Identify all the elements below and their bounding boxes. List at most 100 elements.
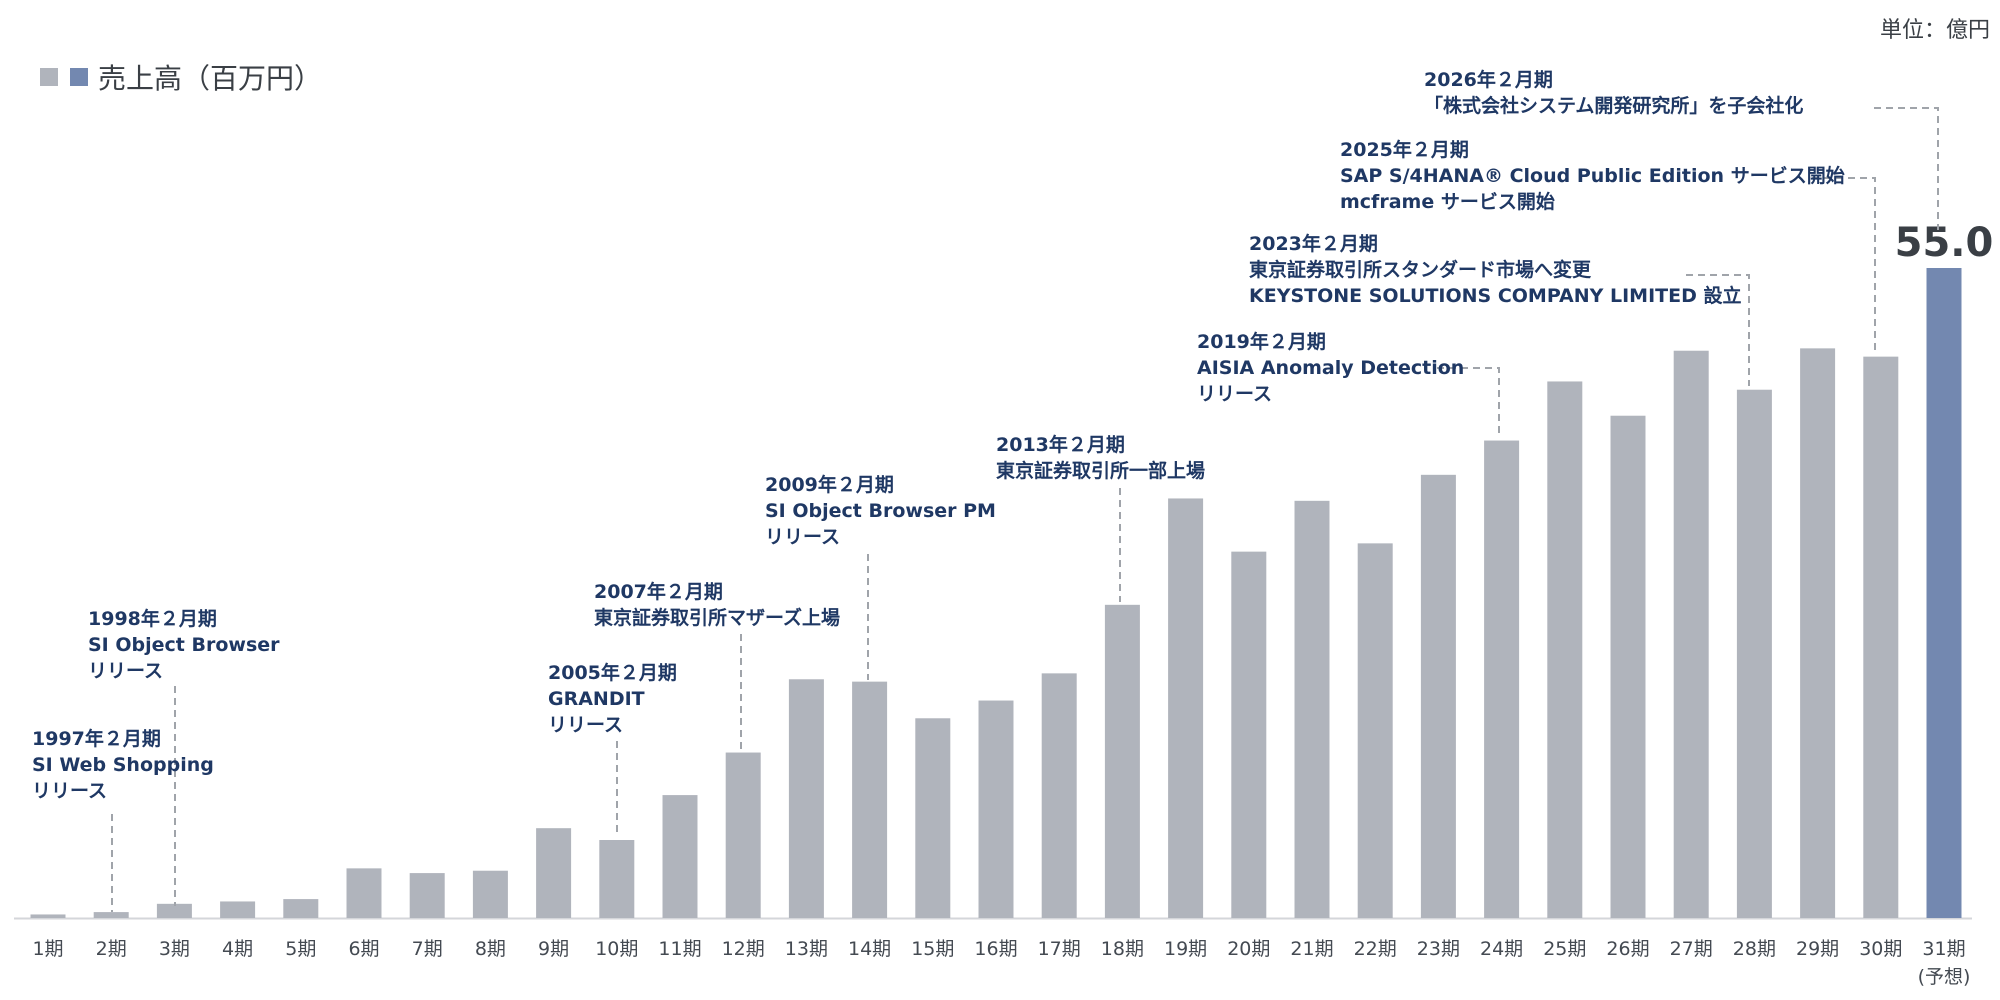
annotation-1997年２月期: 1997年２月期 xyxy=(32,727,161,750)
bar-1期 xyxy=(30,914,66,918)
bar-7期 xyxy=(409,873,445,918)
annotation-2013年２月期: 東京証券取引所一部上場 xyxy=(996,459,1205,482)
bar-19期 xyxy=(1168,498,1204,918)
x-tick-label: 16期 xyxy=(974,938,1017,960)
x-tick-label: 21期 xyxy=(1290,938,1333,960)
x-tick-label: 17期 xyxy=(1038,938,1081,960)
annotation-2007年２月期: 東京証券取引所マザーズ上場 xyxy=(594,606,840,629)
bar-14期 xyxy=(852,681,888,918)
annotation-2005年２月期: 2005年２月期 xyxy=(548,661,677,684)
x-tick-label: 13期 xyxy=(785,938,828,960)
x-tick-label: 26期 xyxy=(1606,938,1649,960)
bar-10期 xyxy=(599,840,635,918)
bar-23期 xyxy=(1420,474,1456,918)
annotation-leader-line xyxy=(1437,367,1500,436)
x-tick-label: 25期 xyxy=(1543,938,1586,960)
x-tick-label: 19期 xyxy=(1164,938,1207,960)
x-tick-label: 20期 xyxy=(1227,938,1270,960)
bar-26期 xyxy=(1610,415,1646,918)
annotation-2005年２月期: GRANDIT xyxy=(548,688,645,710)
bar-21期 xyxy=(1294,500,1330,918)
bar-16期 xyxy=(978,700,1014,918)
x-tick-label: 2期 xyxy=(96,938,127,960)
x-tick-label: 24期 xyxy=(1480,938,1523,960)
annotation-2005年２月期: リリース xyxy=(548,714,623,736)
x-tick-label: 3期 xyxy=(159,938,190,960)
x-tick-label: 6期 xyxy=(348,938,379,960)
bar-31期 xyxy=(1926,268,1962,918)
x-tick-label: 18期 xyxy=(1101,938,1144,960)
annotation-1997年２月期: リリース xyxy=(32,780,107,802)
bar-18期 xyxy=(1104,604,1140,918)
unit-label: 単位：億円 xyxy=(1880,18,1990,43)
legend-swatch-actual xyxy=(40,68,58,86)
annotation-1998年２月期: リリース xyxy=(88,660,163,682)
bar-30期 xyxy=(1863,356,1899,918)
bar-15期 xyxy=(915,718,951,918)
x-tick-label: 10期 xyxy=(595,938,638,960)
x-tick-label: 11期 xyxy=(658,938,701,960)
bar-4期 xyxy=(220,901,256,918)
bar-9期 xyxy=(536,828,572,918)
x-tick-label: 29期 xyxy=(1796,938,1839,960)
forecast-value-label: 55.0 xyxy=(1895,220,1994,266)
bar-6期 xyxy=(346,868,382,918)
annotation-2026年２月期: 「株式会社システム開発研究所」を子会社化 xyxy=(1424,94,1803,117)
x-tick-label: 5期 xyxy=(285,938,316,960)
x-tick-label: 9期 xyxy=(538,938,569,960)
annotation-leader-line xyxy=(1812,177,1876,354)
legend-label: 売上高（百万円） xyxy=(98,62,322,95)
x-tick-label: 8期 xyxy=(475,938,506,960)
annotation-2025年２月期: SAP S/4HANA® Cloud Public Edition サービス開始 xyxy=(1340,164,1845,187)
bar-29期 xyxy=(1800,348,1836,918)
bar-8期 xyxy=(472,870,508,918)
annotation-2019年２月期: AISIA Anomaly Detection xyxy=(1197,357,1464,379)
bar-3期 xyxy=(156,903,192,918)
annotation-2013年２月期: 2013年２月期 xyxy=(996,433,1125,456)
bar-17期 xyxy=(1041,673,1077,918)
x-tick-label: 12期 xyxy=(722,938,765,960)
bar-27期 xyxy=(1673,350,1709,918)
x-tick-label: 23期 xyxy=(1417,938,1460,960)
annotation-2009年２月期: リリース xyxy=(765,526,840,548)
annotation-2007年２月期: 2007年２月期 xyxy=(594,580,723,603)
x-tick-label: 15期 xyxy=(911,938,954,960)
x-tick-label: 22期 xyxy=(1354,938,1397,960)
annotation-2025年２月期: mcframe サービス開始 xyxy=(1340,190,1555,213)
bar-22期 xyxy=(1357,543,1393,918)
x-tick-label: 1期 xyxy=(32,938,63,960)
bar-12期 xyxy=(725,752,761,918)
bar-11期 xyxy=(662,795,698,918)
legend-swatch-forecast xyxy=(70,68,88,86)
annotation-1998年２月期: 1998年２月期 xyxy=(88,607,217,630)
annotation-2025年２月期: 2025年２月期 xyxy=(1340,138,1469,161)
x-tick-label: 31期 xyxy=(1922,938,1965,960)
bar-5期 xyxy=(283,899,319,918)
x-tick-label: 7期 xyxy=(412,938,443,960)
bar-25期 xyxy=(1547,381,1583,918)
forecast-note: (予想) xyxy=(1918,966,1971,988)
x-tick-label: 30期 xyxy=(1859,938,1902,960)
annotation-leader-line xyxy=(1874,107,1939,230)
bar-28期 xyxy=(1736,389,1772,918)
chart-legend: 売上高（百万円） xyxy=(40,62,322,95)
annotation-2023年２月期: KEYSTONE SOLUTIONS COMPANY LIMITED 設立 xyxy=(1249,284,1741,307)
x-tick-label: 4期 xyxy=(222,938,253,960)
annotation-2026年２月期: 2026年２月期 xyxy=(1424,68,1553,91)
annotation-1997年２月期: SI Web Shopping xyxy=(32,754,214,776)
x-tick-label: 14期 xyxy=(848,938,891,960)
x-tick-label: 28期 xyxy=(1733,938,1776,960)
annotation-leader-line xyxy=(1686,274,1750,386)
annotation-2009年２月期: 2009年２月期 xyxy=(765,473,894,496)
annotation-2023年２月期: 東京証券取引所スタンダード市場へ変更 xyxy=(1249,258,1592,281)
bar-24期 xyxy=(1484,440,1520,918)
annotation-1998年２月期: SI Object Browser xyxy=(88,634,280,656)
bar-13期 xyxy=(788,679,824,918)
bar-20期 xyxy=(1231,551,1267,918)
bar-2期 xyxy=(93,912,129,918)
annotation-2009年２月期: SI Object Browser PM xyxy=(765,500,996,522)
x-tick-label: 27期 xyxy=(1670,938,1713,960)
annotation-2019年２月期: リリース xyxy=(1197,383,1272,405)
annotation-2019年２月期: 2019年２月期 xyxy=(1197,330,1326,353)
